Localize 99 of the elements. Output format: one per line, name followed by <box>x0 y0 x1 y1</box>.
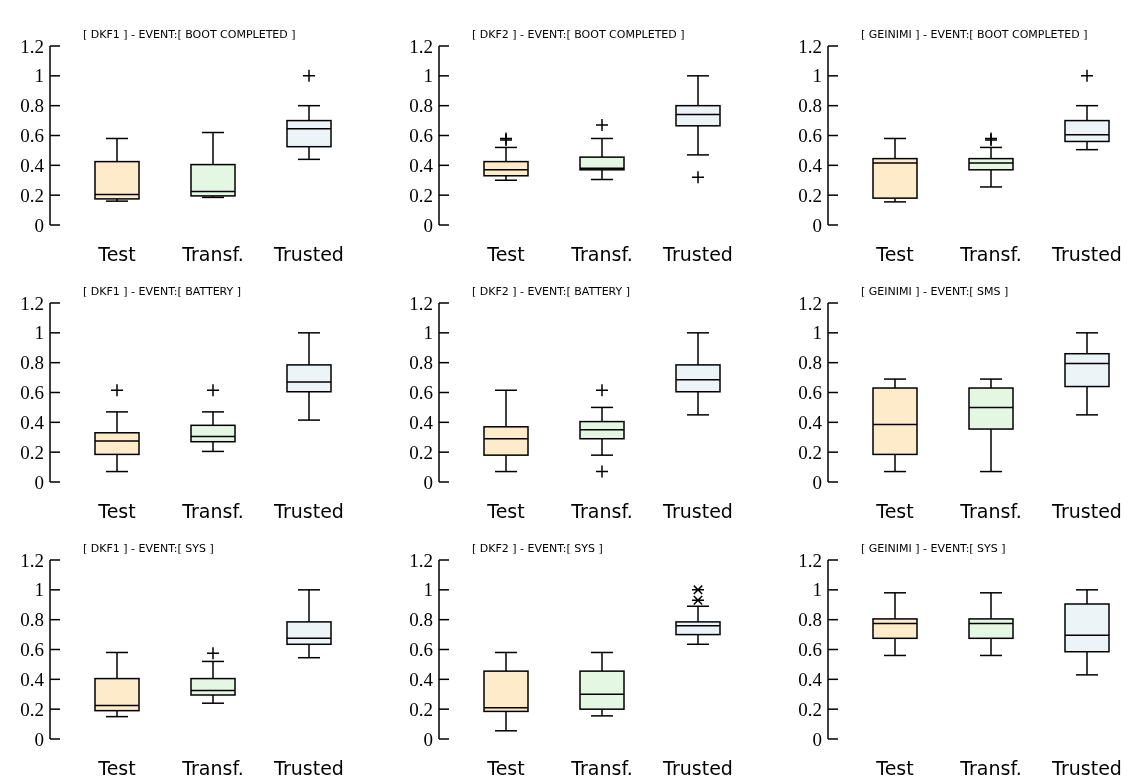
y-tick-label: 1.2 <box>409 292 433 314</box>
x-tick-label: Trusted <box>662 500 733 522</box>
y-tick-label: 1.2 <box>20 292 44 314</box>
y-tick-label: 0.4 <box>798 668 823 690</box>
y-tick-label: 1.2 <box>798 549 822 571</box>
x-tick-label: Transf. <box>570 500 633 522</box>
x-tick-label: Transf. <box>181 243 244 265</box>
x-tick-label: Trusted <box>1051 500 1122 522</box>
y-tick-label: 1 <box>34 65 44 87</box>
x-tick-label: Test <box>97 243 136 265</box>
x-tick-label: Trusted <box>1051 243 1122 265</box>
y-tick-label: 0.6 <box>798 125 822 147</box>
y-tick-label: 0.4 <box>409 154 434 176</box>
y-tick-label: 1 <box>812 322 822 344</box>
chart-title: [ GEINIMI ] - EVENT:[ SYS ] <box>861 542 1006 555</box>
y-tick-label: 0.8 <box>798 352 822 374</box>
x-tick-label: Test <box>875 243 914 265</box>
y-tick-label: 0.8 <box>409 352 433 374</box>
y-tick-label: 0 <box>34 728 44 750</box>
y-tick-label: 0.8 <box>798 95 822 117</box>
y-tick-label: 0.4 <box>409 668 434 690</box>
y-tick-label: 0.6 <box>798 382 822 404</box>
y-tick-label: 0.8 <box>409 95 433 117</box>
y-tick-label: 0.2 <box>20 698 44 720</box>
y-tick-label: 0.2 <box>409 441 433 463</box>
y-tick-label: 1.2 <box>798 35 822 57</box>
y-tick-label: 0.8 <box>20 95 44 117</box>
x-tick-label: Test <box>875 757 914 777</box>
y-tick-label: 1.2 <box>20 35 44 57</box>
x-tick-label: Trusted <box>273 500 344 522</box>
y-tick-label: 0.2 <box>798 698 822 720</box>
x-tick-label: Test <box>486 243 525 265</box>
y-tick-label: 0.2 <box>409 698 433 720</box>
x-tick-label: Transf. <box>181 757 244 777</box>
y-tick-label: 0.6 <box>409 382 433 404</box>
y-tick-label: 1 <box>423 65 433 87</box>
chart-title: [ DKF2 ] - EVENT:[ BATTERY ] <box>472 285 631 298</box>
y-tick-label: 0 <box>34 471 44 493</box>
x-tick-label: Trusted <box>662 243 733 265</box>
y-tick-label: 0.8 <box>798 609 822 631</box>
chart-title: [ DKF1 ] - EVENT:[ BOOT COMPLETED ] <box>83 28 296 41</box>
x-tick-label: Transf. <box>181 500 244 522</box>
x-tick-label: Transf. <box>959 243 1022 265</box>
y-tick-label: 0.2 <box>409 184 433 206</box>
y-tick-label: 0.4 <box>798 154 823 176</box>
x-tick-label: Test <box>486 500 525 522</box>
y-tick-label: 1 <box>423 322 433 344</box>
y-tick-label: 0.4 <box>20 411 45 433</box>
x-tick-label: Trusted <box>273 243 344 265</box>
y-tick-label: 0.4 <box>409 411 434 433</box>
x-tick-label: Trusted <box>662 757 733 777</box>
y-tick-label: 0.6 <box>20 382 44 404</box>
chart-title: [ DKF1 ] - EVENT:[ SYS ] <box>83 542 214 555</box>
x-tick-label: Transf. <box>959 757 1022 777</box>
y-tick-label: 0 <box>812 214 822 236</box>
y-tick-label: 1 <box>423 579 433 601</box>
x-tick-label: Trusted <box>1051 757 1122 777</box>
x-tick-label: Transf. <box>570 243 633 265</box>
y-tick-label: 0.6 <box>798 639 822 661</box>
x-tick-label: Trusted <box>273 757 344 777</box>
y-tick-label: 0 <box>423 728 433 750</box>
y-tick-label: 0.2 <box>798 441 822 463</box>
x-tick-label: Test <box>97 500 136 522</box>
y-tick-label: 1.2 <box>409 35 433 57</box>
x-tick-label: Transf. <box>959 500 1022 522</box>
x-tick-label: Test <box>875 500 914 522</box>
y-tick-label: 1 <box>34 579 44 601</box>
chart-title: [ GEINIMI ] - EVENT:[ BOOT COMPLETED ] <box>861 28 1088 41</box>
y-tick-label: 0.2 <box>20 441 44 463</box>
y-tick-label: 0.4 <box>798 411 823 433</box>
y-tick-label: 0.8 <box>20 352 44 374</box>
y-tick-label: 0.4 <box>20 154 45 176</box>
y-tick-label: 0.2 <box>798 184 822 206</box>
y-tick-label: 0.6 <box>20 125 44 147</box>
y-tick-label: 1.2 <box>409 549 433 571</box>
chart-title: [ GEINIMI ] - EVENT:[ SMS ] <box>861 285 1009 298</box>
y-tick-label: 0 <box>812 728 822 750</box>
y-tick-label: 0 <box>812 471 822 493</box>
y-tick-label: 0.8 <box>20 609 44 631</box>
y-tick-label: 0 <box>34 214 44 236</box>
y-tick-label: 1 <box>812 65 822 87</box>
y-tick-label: 0.2 <box>20 184 44 206</box>
y-tick-label: 1.2 <box>798 292 822 314</box>
y-tick-label: 0.8 <box>409 609 433 631</box>
y-tick-label: 0.6 <box>20 639 44 661</box>
x-tick-label: Test <box>97 757 136 777</box>
chart-title: [ DKF2 ] - EVENT:[ SYS ] <box>472 542 603 555</box>
y-tick-label: 0 <box>423 214 433 236</box>
x-tick-label: Test <box>486 757 525 777</box>
x-tick-label: Transf. <box>570 757 633 777</box>
y-tick-label: 1 <box>34 322 44 344</box>
y-tick-label: 0.6 <box>409 125 433 147</box>
y-tick-label: 1 <box>812 579 822 601</box>
y-tick-label: 0.6 <box>409 639 433 661</box>
y-tick-label: 0.4 <box>20 668 45 690</box>
y-tick-label: 0 <box>423 471 433 493</box>
y-tick-label: 1.2 <box>20 549 44 571</box>
chart-title: [ DKF2 ] - EVENT:[ BOOT COMPLETED ] <box>472 28 685 41</box>
chart-title: [ DKF1 ] - EVENT:[ BATTERY ] <box>83 285 242 298</box>
